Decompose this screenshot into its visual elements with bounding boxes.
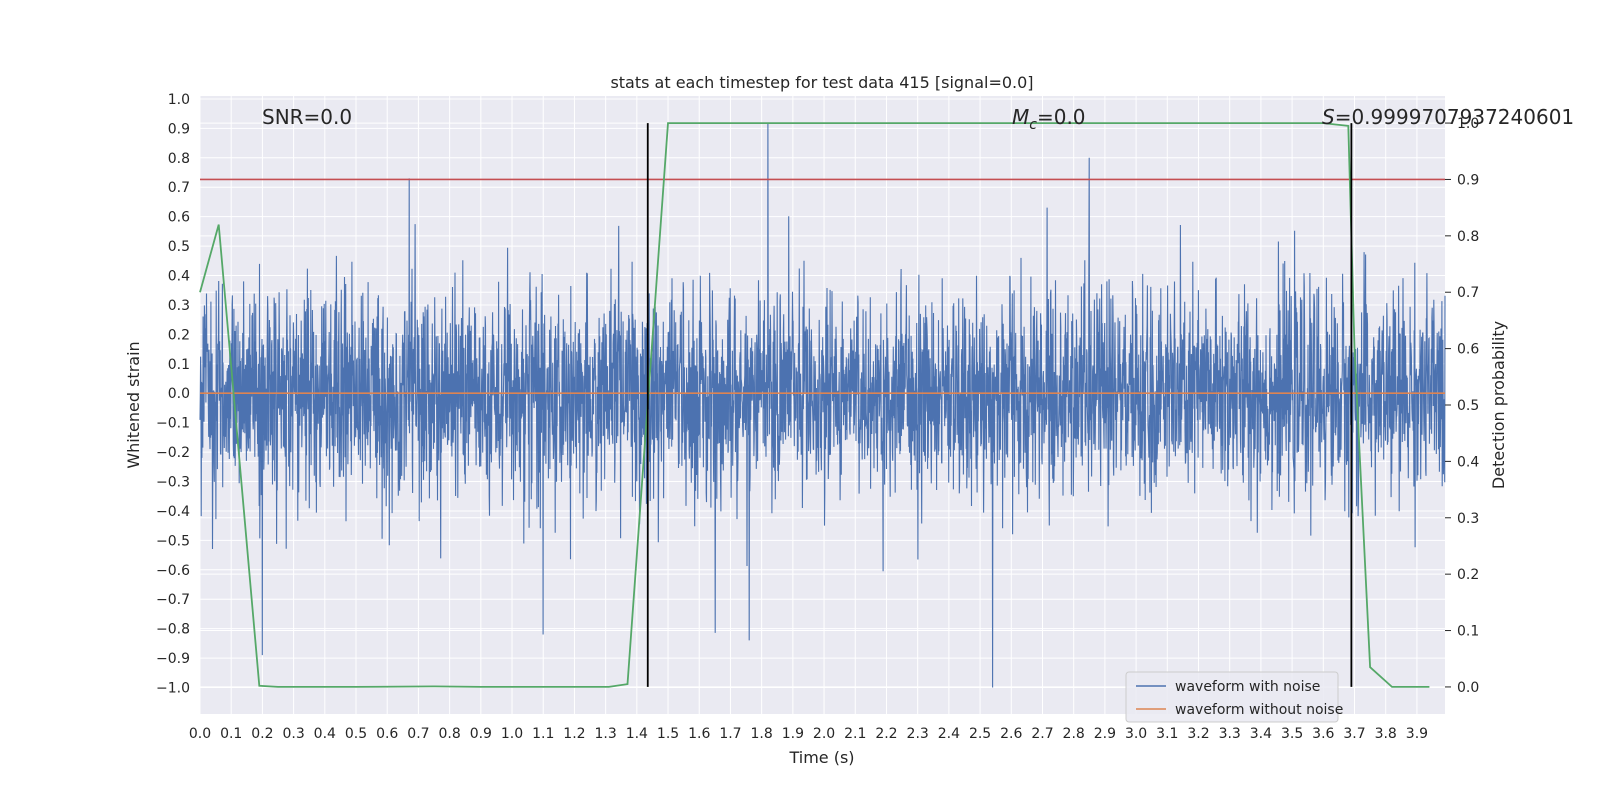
y-tick-label: −0.8 [156, 622, 190, 638]
y-tick-label: −0.6 [156, 563, 190, 579]
y2-axis-label: Detection probability [1489, 321, 1508, 489]
y-tick-label: −0.2 [156, 445, 190, 461]
s-value: =0.9999707937240601 [1335, 105, 1574, 129]
x-axis-label: Time (s) [788, 748, 854, 767]
x-tick-label: 0.3 [282, 726, 304, 742]
x-tick-label: 0.2 [251, 726, 273, 742]
x-tick-label: 3.7 [1343, 726, 1365, 742]
y-tick-label: 0.8 [168, 151, 190, 167]
x-tick-label: 0.9 [470, 726, 492, 742]
y-tick-label: −1.0 [156, 681, 190, 697]
y-tick-label: −0.5 [156, 533, 190, 549]
x-tick-label: 0.7 [407, 726, 429, 742]
x-tick-label: 0.5 [345, 726, 367, 742]
x-tick-label: 1.8 [751, 726, 773, 742]
mc-subscript: c [1029, 117, 1037, 133]
mc-value: =0.0 [1037, 105, 1086, 129]
x-tick-label: 3.2 [1187, 726, 1209, 742]
x-tick-label: 1.9 [782, 726, 804, 742]
snr-annotation: SNR=0.0 [262, 105, 352, 129]
y-tick-label: 1.0 [168, 92, 190, 108]
x-tick-label: 1.3 [595, 726, 617, 742]
x-tick-label: 0.4 [314, 726, 336, 742]
y-tick-label: 0.3 [168, 298, 190, 314]
legend-box [1125, 671, 1339, 723]
x-tick-label: 2.9 [1094, 726, 1116, 742]
series-layer [199, 122, 1446, 688]
y2-tick-label: 0.1 [1457, 624, 1479, 640]
x-tick-label: 2.0 [813, 726, 835, 742]
x-tick-label: 0.0 [189, 726, 211, 742]
y2-tick-label: 0.2 [1457, 567, 1479, 583]
y-tick-label: 0.4 [168, 269, 190, 285]
y2-tick-label: 0.5 [1457, 398, 1479, 414]
x-tick-label: 2.4 [938, 726, 960, 742]
y2-tick-label: 1.0 [1457, 116, 1479, 132]
y-tick-label: 0.0 [168, 386, 190, 402]
chart-title: stats at each timestep for test data 415… [610, 73, 1033, 92]
x-tick-label: 3.3 [1219, 726, 1241, 742]
x-tick-label: 2.5 [969, 726, 991, 742]
y2-tick-label: 0.3 [1457, 511, 1479, 527]
s-symbol: S [1322, 105, 1335, 129]
y-tick-label: −0.9 [156, 651, 190, 667]
x-tick-label: 1.2 [563, 726, 585, 742]
x-tick-label: 0.8 [438, 726, 460, 742]
x-tick-label: 3.1 [1156, 726, 1178, 742]
y-tick-label: 0.6 [168, 210, 190, 226]
x-tick-label: 1.5 [657, 726, 679, 742]
y2-tick-label: 0.8 [1457, 229, 1479, 245]
x-tick-label: 0.1 [220, 726, 242, 742]
x-tick-label: 1.6 [688, 726, 710, 742]
x-tick-label: 1.7 [719, 726, 741, 742]
x-tick-label: 1.1 [532, 726, 554, 742]
series-waveform-with-noise [199, 122, 1446, 688]
mc-annotation: Mc=0.0 [1012, 105, 1086, 133]
mc-symbol: M [1012, 105, 1029, 129]
x-tick-label: 2.3 [907, 726, 929, 742]
y2-tick-label: 0.9 [1457, 172, 1479, 188]
x-tick-label: 3.8 [1375, 726, 1397, 742]
x-tick-label: 3.0 [1125, 726, 1147, 742]
legend-label-clean: waveform without noise [1175, 702, 1343, 718]
x-tick-label: 0.6 [376, 726, 398, 742]
x-tick-label: 2.1 [844, 726, 866, 742]
x-tick-label: 2.7 [1031, 726, 1053, 742]
x-tick-label: 2.2 [875, 726, 897, 742]
y-tick-label: −0.4 [156, 504, 190, 520]
y-tick-label: 0.2 [168, 327, 190, 343]
y2-tick-label: 0.6 [1457, 342, 1479, 358]
x-tick-label: 2.6 [1000, 726, 1022, 742]
legend: waveform with noise waveform without noi… [1125, 671, 1343, 723]
legend-label-noise: waveform with noise [1175, 679, 1320, 695]
x-tick-label: 3.9 [1406, 726, 1428, 742]
x-tick-label: 3.5 [1281, 726, 1303, 742]
x-tick-label: 2.8 [1063, 726, 1085, 742]
y-tick-label: 0.9 [168, 121, 190, 137]
y-tick-label: −0.7 [156, 592, 190, 608]
y-tick-label: 0.1 [168, 357, 190, 373]
y-tick-label: −0.1 [156, 416, 190, 432]
y-axis-label: Whitened strain [124, 341, 143, 468]
x-tick-label: 1.4 [626, 726, 648, 742]
y2-tick-label: 0.4 [1457, 454, 1479, 470]
y-tick-label: 0.5 [168, 239, 190, 255]
x-tick-label: 3.4 [1250, 726, 1272, 742]
axes: 0.0 0.1 0.2 0.3 0.4 0.5 0.6 0.7 0.8 0.9 1.0 1.1 1.2 1… [156, 92, 1479, 742]
y-tick-label: −0.3 [156, 475, 190, 491]
y2-tick-label: 0.7 [1457, 285, 1479, 301]
y2-tick-label: 0.0 [1457, 680, 1479, 696]
s-annotation: S=0.9999707937240601 [1322, 105, 1574, 129]
x-tick-label: 3.6 [1312, 726, 1334, 742]
x-tick-label: 1.0 [501, 726, 523, 742]
y-tick-label: 0.7 [168, 180, 190, 196]
